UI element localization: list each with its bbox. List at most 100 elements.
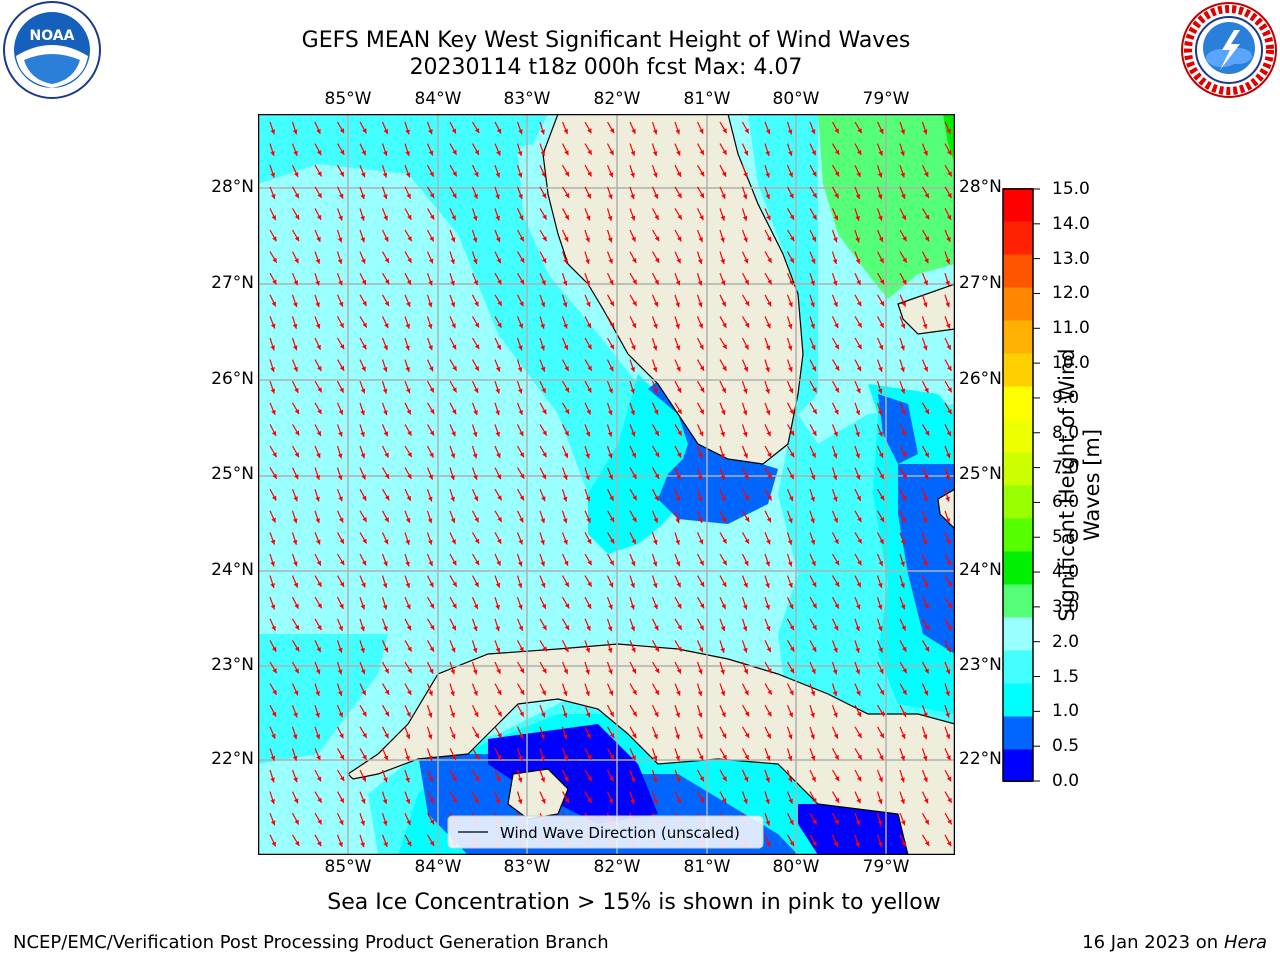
wave-direction-arrow	[269, 510, 276, 523]
wave-direction-arrow	[786, 164, 793, 178]
wave-direction-arrow	[561, 251, 568, 265]
wave-direction-arrow	[269, 445, 278, 458]
wave-direction-arrow	[539, 640, 548, 652]
wave-direction-arrow	[516, 661, 525, 674]
wave-direction-arrow	[876, 424, 883, 437]
wave-direction-arrow	[449, 532, 457, 545]
lat-label-right: 22°N	[959, 749, 1002, 769]
wave-direction-arrow	[584, 208, 591, 221]
wave-direction-arrow	[404, 488, 412, 502]
wave-direction-arrow	[314, 553, 322, 566]
wave-direction-arrow	[381, 661, 390, 674]
wave-direction-arrow	[539, 359, 546, 373]
wave-direction-arrow	[921, 337, 928, 351]
wave-direction-arrow	[854, 596, 861, 610]
wave-direction-arrow	[381, 143, 388, 157]
wave-direction-arrow	[921, 402, 930, 415]
wave-direction-arrow	[471, 488, 479, 502]
colorbar	[1002, 188, 1040, 782]
lon-label-bottom: 81°W	[683, 857, 731, 877]
wave-direction-arrow	[404, 445, 413, 458]
wave-direction-arrow	[651, 596, 658, 610]
wave-direction-arrow	[426, 726, 433, 740]
wave-direction-arrow	[854, 683, 861, 696]
wave-direction-arrow	[561, 359, 570, 372]
wave-direction-arrow	[876, 704, 885, 717]
wave-direction-arrow	[674, 424, 683, 436]
wave-direction-arrow	[741, 164, 748, 178]
wave-direction-arrow	[269, 726, 276, 739]
wave-direction-arrow	[269, 532, 276, 545]
wave-direction-arrow	[449, 359, 458, 372]
wave-direction-arrow	[809, 424, 817, 437]
wave-direction-arrow	[696, 186, 705, 199]
wave-direction-arrow	[831, 445, 838, 459]
colorbar-segment	[1003, 485, 1033, 519]
lat-label-left: 24°N	[211, 560, 254, 580]
wave-direction-arrow	[584, 596, 592, 609]
wave-direction-arrow	[359, 726, 368, 739]
wave-direction-arrow	[494, 704, 503, 717]
wave-direction-arrow	[719, 510, 727, 523]
wave-direction-arrow	[269, 618, 276, 631]
colorbar-segment	[1003, 287, 1033, 321]
wave-direction-arrow	[516, 337, 523, 351]
wave-direction-arrow	[381, 575, 388, 589]
wave-direction-arrow	[606, 532, 615, 544]
wave-direction-arrow	[786, 380, 794, 394]
wave-direction-arrow	[674, 402, 683, 415]
noaa-logo-icon: NOAA	[3, 1, 101, 99]
wave-direction-arrow	[899, 208, 907, 221]
wave-direction-arrow	[944, 489, 950, 502]
wave-direction-arrow	[269, 683, 278, 696]
wave-direction-arrow	[606, 402, 613, 416]
wave-direction-arrow	[291, 445, 300, 458]
wave-direction-arrow	[944, 618, 952, 631]
wave-direction-arrow	[314, 229, 321, 243]
wave-direction-arrow	[516, 769, 523, 783]
wave-direction-arrow	[269, 704, 277, 717]
wave-direction-arrow	[741, 683, 749, 696]
wave-direction-arrow	[494, 748, 502, 761]
wave-direction-arrow	[831, 359, 840, 372]
wave-direction-arrow	[899, 445, 908, 458]
lon-label-top: 84°W	[414, 89, 462, 109]
wave-direction-arrow	[944, 251, 951, 265]
wave-direction-arrow	[696, 208, 704, 221]
wave-direction-arrow	[314, 510, 320, 524]
wave-direction-arrow	[764, 510, 772, 523]
wave-direction-arrow	[426, 121, 433, 135]
wave-direction-arrow	[651, 294, 659, 307]
wave-direction-arrow	[741, 229, 748, 243]
wave-direction-arrow	[674, 640, 683, 652]
wave-direction-arrow	[651, 704, 659, 718]
wave-direction-arrow	[719, 337, 728, 350]
wave-direction-arrow	[449, 618, 457, 631]
wave-direction-arrow	[269, 121, 276, 135]
wave-direction-arrow	[809, 596, 818, 609]
wave-direction-arrow	[674, 596, 682, 609]
wave-direction-arrow	[426, 380, 435, 393]
wave-direction-arrow	[381, 381, 388, 394]
wave-direction-arrow	[539, 553, 545, 567]
wave-direction-arrow	[719, 726, 727, 739]
wave-direction-arrow	[921, 208, 930, 220]
wave-direction-arrow	[899, 596, 906, 610]
wave-direction-arrow	[921, 618, 930, 631]
wave-direction-arrow	[674, 445, 682, 458]
wave-direction-arrow	[269, 165, 275, 178]
lon-label-bottom: 79°W	[862, 857, 910, 877]
wave-direction-arrow	[291, 834, 300, 847]
wave-direction-arrow	[291, 164, 299, 178]
wave-direction-arrow	[404, 316, 411, 329]
wave-direction-arrow	[741, 402, 748, 416]
wave-direction-arrow	[381, 272, 390, 285]
wave-direction-arrow	[719, 186, 726, 200]
wave-direction-arrow	[336, 143, 345, 156]
wave-direction-arrow	[359, 272, 367, 286]
wave-direction-arrow	[291, 596, 300, 609]
wave-direction-arrow	[539, 337, 545, 351]
wave-direction-arrow	[359, 640, 365, 653]
wave-direction-arrow	[899, 726, 906, 740]
wave-direction-arrow	[651, 316, 658, 329]
